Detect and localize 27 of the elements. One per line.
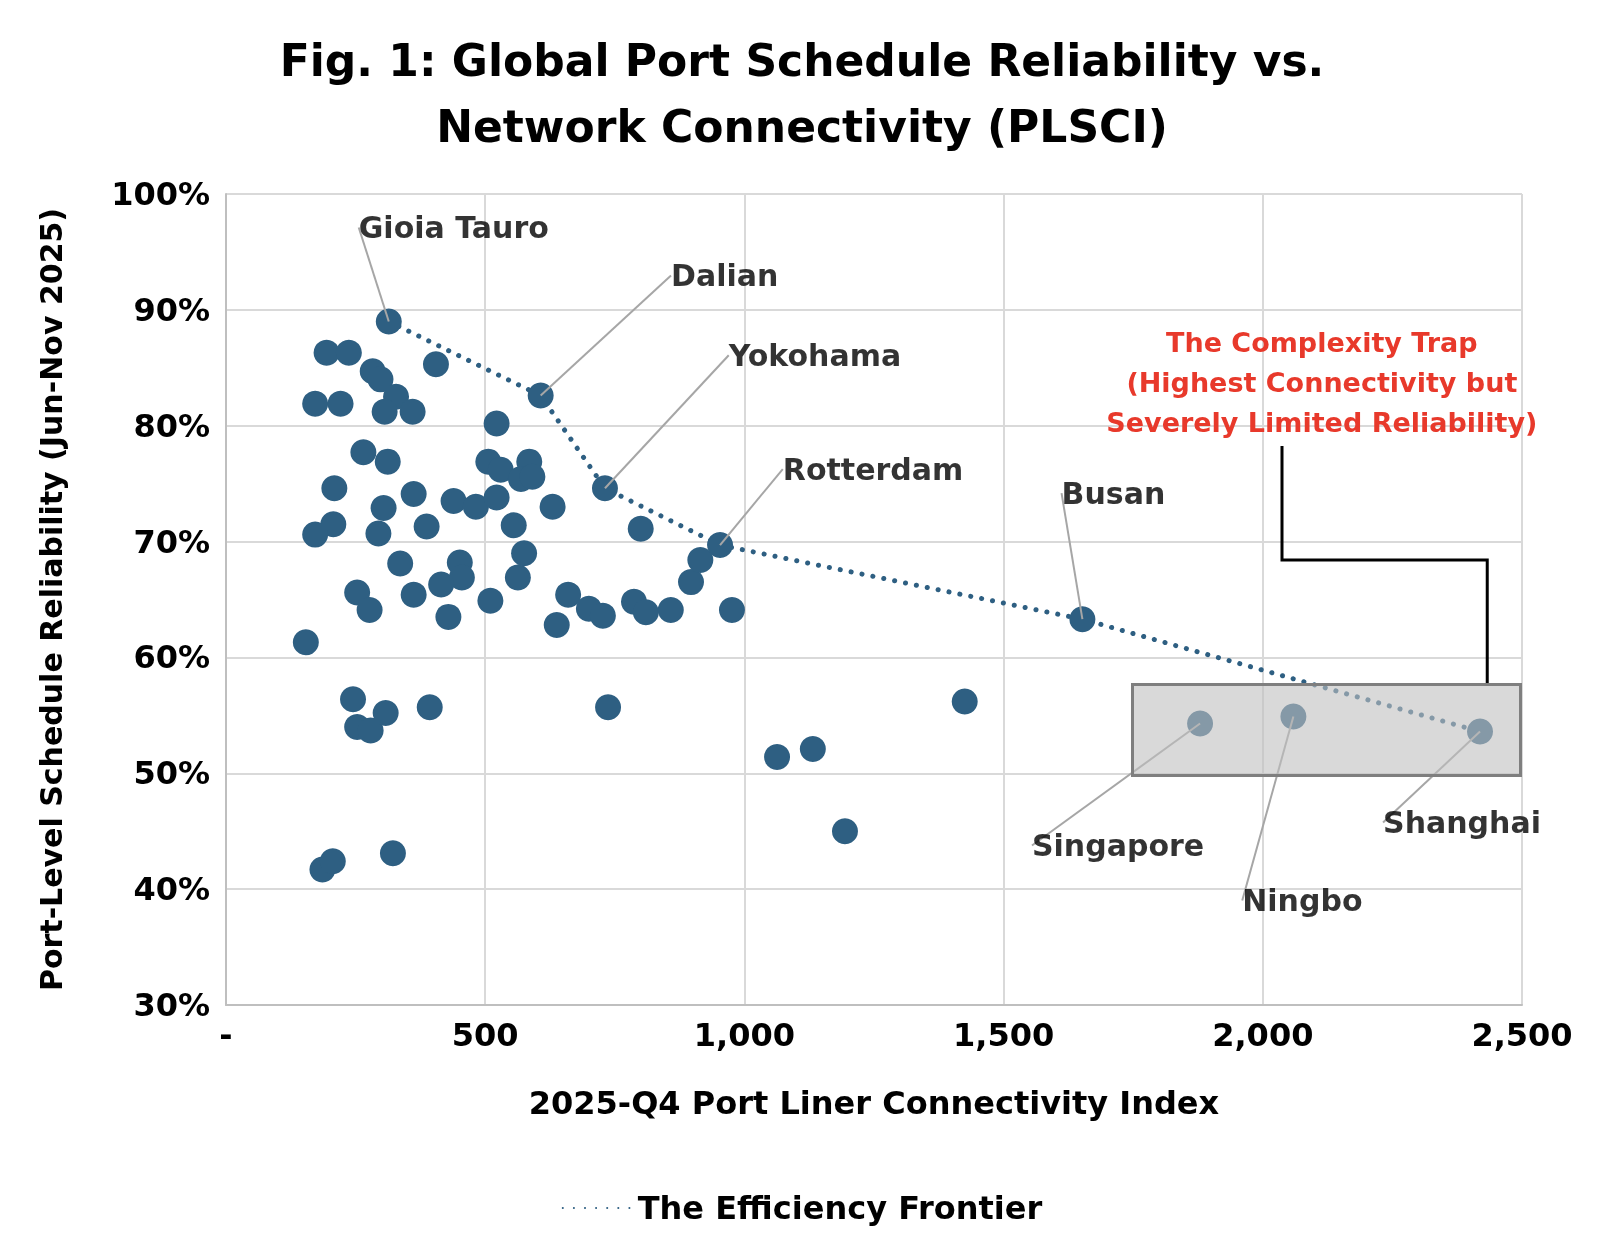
x-tick-label: 2,500 (1471, 1016, 1573, 1054)
x-axis-title: 2025-Q4 Port Liner Connectivity Index (528, 1084, 1220, 1122)
y-tick-label: 40% (133, 870, 210, 909)
y-axis-title: Port-Level Schedule Reliability (Jun-Nov 2025) (33, 207, 69, 992)
x-tick-label: 2,000 (1212, 1016, 1314, 1054)
y-tick-label: 60% (133, 638, 210, 677)
annotation: Busan (1061, 475, 1166, 511)
y-tick-label: 90% (133, 290, 210, 329)
x-tick-label: 1,000 (693, 1016, 796, 1054)
legend-label: The Efficiency Frontier (637, 1189, 1043, 1227)
y-tick-label: 80% (133, 406, 210, 445)
y-tick-label: 50% (133, 754, 210, 793)
chart-title: Fig. 1: Global Port Schedule Reliability vs. Network Connectivity (PLSCI) (279, 34, 1325, 152)
x-tick-label: 1,500 (952, 1016, 1055, 1054)
x-tick-label: - (219, 1016, 233, 1054)
annotation: Shanghai (1383, 805, 1541, 841)
annotation: Yokohama (727, 337, 902, 373)
annotation: Ningbo (1242, 883, 1363, 919)
annotation: Dalian (671, 258, 779, 294)
y-tick-label: 100% (111, 175, 210, 213)
y-tick-label: 70% (133, 522, 210, 561)
annotation: Rotterdam (782, 451, 964, 487)
x-tick-label: 500 (451, 1016, 519, 1054)
annotation: Singapore (1031, 827, 1205, 863)
annotation: Gioia Tauro (358, 209, 549, 245)
y-tick-label: 30% (133, 986, 210, 1024)
annotation: The Complexity Trap (Highest Connectivity but Severely Limited Reliability) (1105, 325, 1539, 440)
